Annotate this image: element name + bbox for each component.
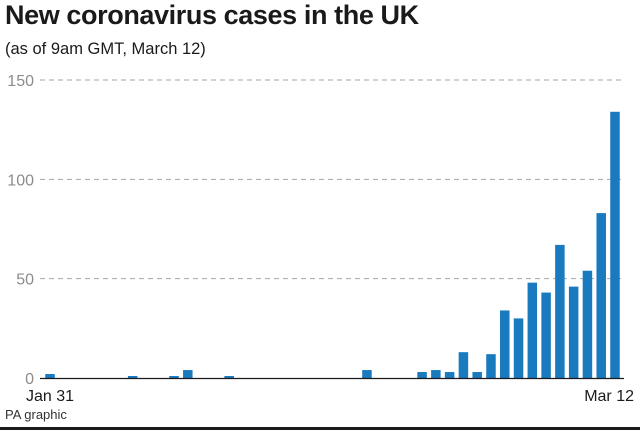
x-axis-tick-labels: Jan 31 Mar 12 [26, 388, 634, 402]
y-axis-tick-labels: 0 50 100 150 [7, 73, 34, 388]
bar-mar-11 [596, 213, 606, 378]
bar-mar-9 [568, 286, 579, 378]
bar-feb-13 [224, 376, 234, 378]
bar-mar-10 [582, 270, 593, 378]
bar-mar-7 [541, 292, 551, 378]
bar-jan-31 [45, 374, 55, 378]
bar-mar-4 [500, 310, 510, 378]
y-tick-label-50: 50 [16, 272, 34, 289]
bar-feb-28 [431, 370, 441, 378]
x-tick-label-first: Jan 31 [26, 388, 74, 402]
bar-mar-3 [486, 354, 496, 378]
source-credit: PA graphic [5, 407, 67, 422]
y-tick-label-150: 150 [7, 73, 34, 90]
bar-feb-29 [444, 372, 455, 378]
bar-chart: 0 50 100 150 Jan 31 Mar 12 [7, 73, 634, 402]
gridlines [40, 79, 624, 280]
chart-subtitle: (as of 9am GMT, March 12) [5, 40, 206, 58]
bar-feb-6 [127, 376, 138, 378]
bars [45, 111, 620, 378]
bar-feb-10 [183, 370, 193, 378]
y-tick-label-0: 0 [25, 371, 34, 388]
bar-mar-2 [472, 372, 482, 378]
bar-feb-23 [362, 370, 372, 378]
chart-title: New coronavirus cases in the UK [5, 0, 419, 30]
bar-mar-6 [527, 282, 538, 378]
bar-mar-1 [458, 352, 469, 378]
bar-mar-8 [555, 244, 565, 378]
bar-feb-27 [417, 372, 427, 378]
bottom-rule [0, 427, 640, 430]
bar-feb-9 [169, 376, 179, 378]
y-tick-label-100: 100 [7, 172, 34, 189]
x-tick-label-last: Mar 12 [584, 388, 634, 402]
bar-mar-12 [610, 111, 620, 378]
bar-mar-5 [513, 318, 524, 378]
